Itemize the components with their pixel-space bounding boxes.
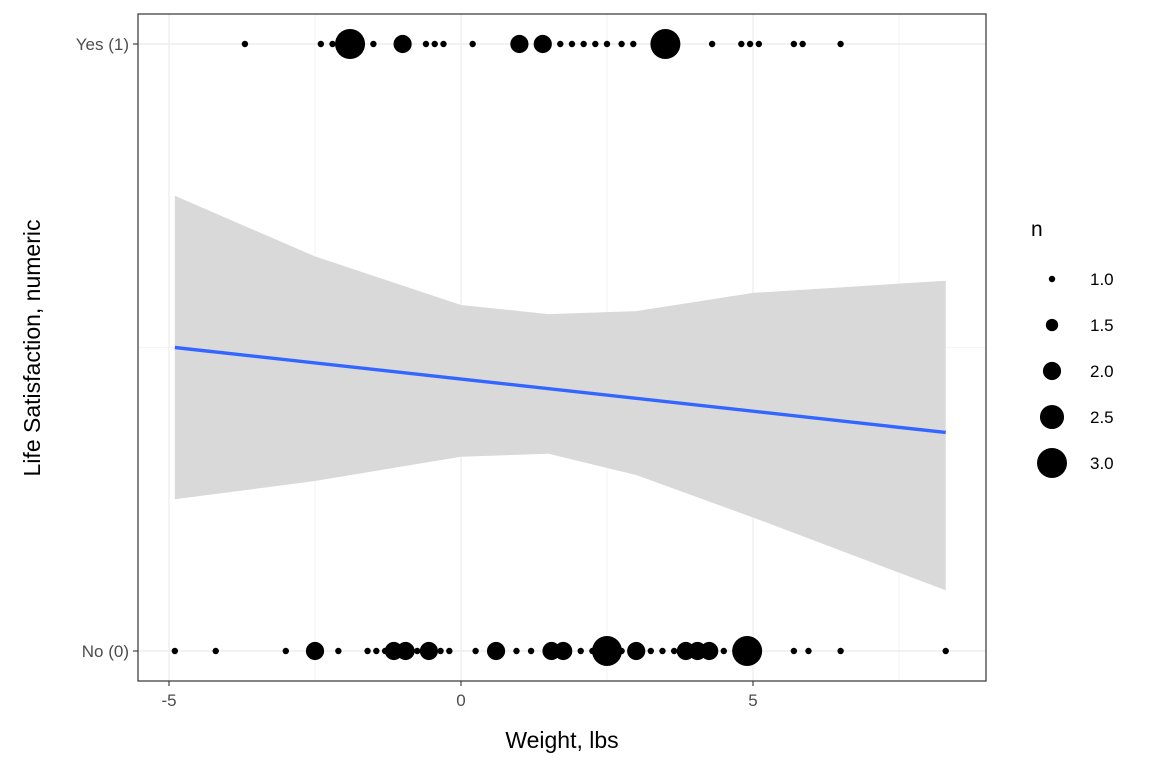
data-point [755,40,763,48]
data-point [171,647,179,655]
data-point [603,40,611,48]
data-point [414,647,421,655]
data-point [241,40,249,48]
data-point [472,647,479,655]
data-point [577,647,584,655]
data-point [618,40,625,48]
data-point [554,641,573,661]
data-point [370,40,377,48]
legend-label: 3.0 [1090,454,1114,473]
legend-key [1039,404,1065,430]
data-point [557,40,564,48]
data-point [732,636,763,666]
data-point [568,40,576,48]
data-point [364,647,371,655]
data-point [670,647,678,655]
data-point [335,29,366,59]
data-point [659,647,666,655]
data-point [510,34,529,54]
fit-line-path [174,345,946,435]
y-tick-label: No (0) [82,642,129,661]
fit-line [174,345,946,435]
confidence-band [174,195,946,591]
data-point [647,647,654,655]
axes: -5 0 5 No (0) Yes (1) [76,35,758,710]
data-point [708,40,716,48]
data-point [738,40,745,48]
data-point [630,40,637,48]
data-point [650,29,681,59]
data-point [942,647,949,655]
data-point [437,647,444,655]
data-point [212,647,219,655]
legend-key [1042,361,1062,381]
y-axis-title: Life Satisfaction, numeric [19,220,45,477]
x-tick-label: 5 [748,691,757,710]
legend: n 1.0 1.5 2.0 2.5 3.0 [1031,218,1114,478]
data-point [305,641,325,661]
data-point [837,40,844,48]
plot-panel-border [137,13,987,682]
confidence-band-area [174,195,946,591]
data-point [799,40,806,48]
data-point [335,647,342,655]
data-point [790,40,798,48]
legend-label: 1.5 [1090,316,1114,335]
data-point [469,40,476,48]
data-point [422,40,430,48]
data-point [618,647,625,655]
legend-label: 2.0 [1090,362,1114,381]
x-axis-title: Weight, lbs [505,727,618,753]
data-point [486,641,506,661]
data-point [329,40,336,48]
legend-key [1048,275,1056,283]
x-tick-label: 0 [456,691,465,710]
y-tick-label: Yes (1) [76,35,129,54]
data-point [513,647,520,655]
data-point [790,647,798,655]
data-point [805,647,812,655]
data-point [419,641,438,661]
data-point [317,40,325,48]
data-point [533,34,552,54]
data-point [627,641,646,661]
legend-key [1037,448,1067,478]
data-point [580,40,587,48]
data-point [396,641,415,661]
data-point [446,647,453,655]
data-point [720,647,727,655]
legend-label: 1.0 [1090,270,1114,289]
data-point [592,636,622,666]
data-point [440,40,447,48]
legend-label: 2.5 [1090,408,1114,427]
data-point [373,647,380,655]
data-point [431,40,438,48]
data-point [592,40,599,48]
data-point [393,34,412,54]
data-point [837,647,844,655]
x-tick-label: -5 [161,691,176,710]
data-point [527,647,535,655]
data-point [700,641,719,661]
legend-key [1045,318,1059,332]
data-point [282,647,289,655]
scatter-points [171,29,949,666]
data-point [746,40,754,48]
legend-title: n [1031,218,1043,241]
